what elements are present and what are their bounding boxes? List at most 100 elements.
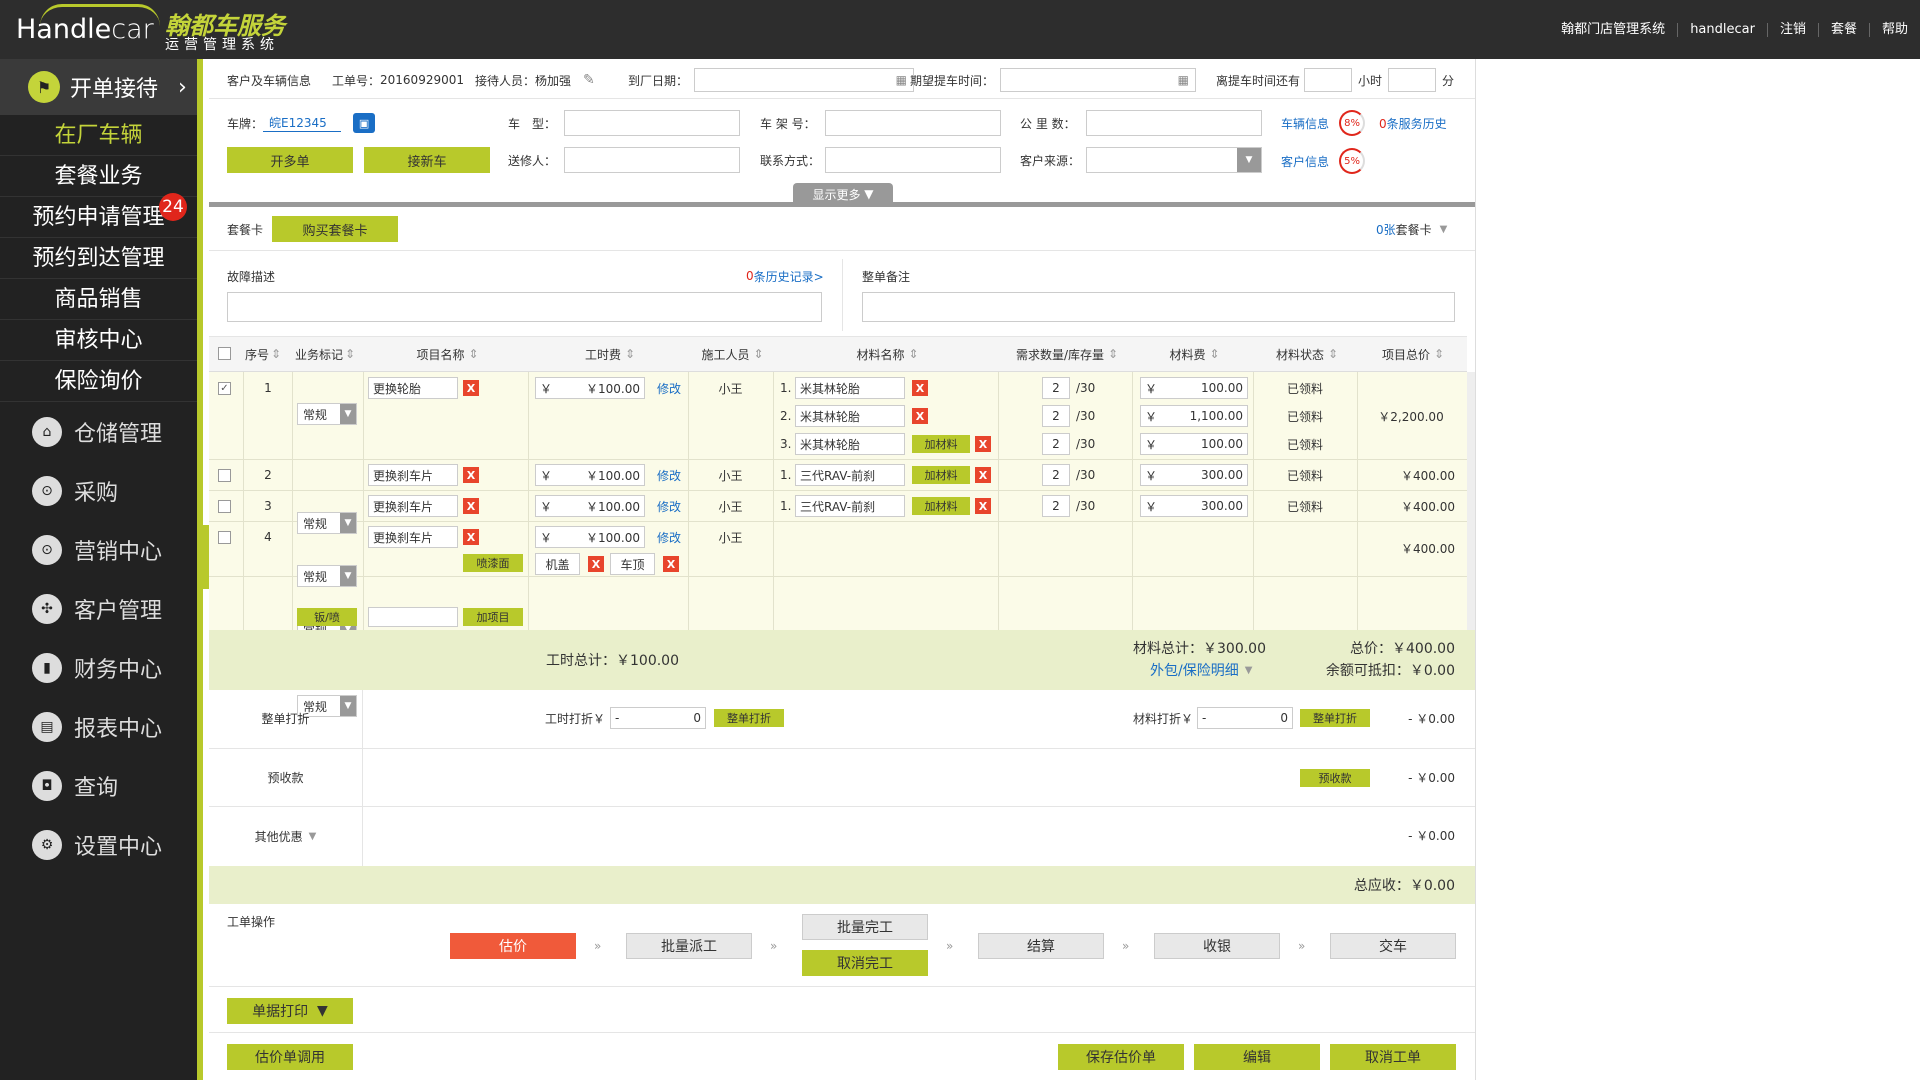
new-item-input[interactable] [368,607,458,627]
mat-fee-input[interactable]: ￥ 1,100.00 [1140,405,1248,427]
row-checkbox[interactable] [218,469,231,482]
mat-name-input[interactable]: 米其林轮胎 [795,405,905,427]
username[interactable]: handlecar [1677,22,1767,37]
fee-input[interactable]: ￥ ￥100.00 [535,464,645,486]
delete-part-button[interactable]: X [663,556,679,572]
cancel-order-button[interactable]: 取消工单 [1330,1044,1456,1070]
sidebar-sub-insurance[interactable]: 保险询价 [0,361,197,402]
sidebar-item-settings[interactable]: ⚙ 设置中心 [0,815,197,874]
col-mat-fee[interactable]: 材料费 ⇕ [1169,347,1220,362]
qty-input[interactable]: 2 [1042,377,1070,399]
paint-part-input[interactable]: 机盖 [535,553,580,575]
sidebar-item-report[interactable]: ▤ 报表中心 [0,697,197,756]
sidebar-sub-appointment[interactable]: 预约申请管理 24 [0,193,197,238]
sidebar-item-query[interactable]: ◘ 查询 [0,756,197,815]
item-name-input[interactable]: 更换刹车片 [368,495,458,517]
arrive-date-input[interactable]: ▦ [694,68,915,92]
sidebar-sub-sales[interactable]: 商品销售 [0,279,197,320]
delete-item-button[interactable]: X [463,467,479,483]
save-estimate-button[interactable]: 保存估价单 [1058,1044,1184,1070]
calendar-icon[interactable]: ▦ [1177,73,1190,87]
logout-link[interactable]: 注销 [1766,22,1818,37]
col-fee[interactable]: 工时费 ⇕ [584,347,636,362]
plate-input[interactable]: 皖E12345 [263,114,342,132]
delete-mat-button[interactable]: X [975,498,991,514]
batch-dispatch-button[interactable]: 批量派工 [626,933,752,959]
note-input[interactable] [862,292,1455,322]
print-button[interactable]: 单据打印 ▼ [227,998,353,1024]
fee-input[interactable]: ￥ ￥100.00 [535,526,645,548]
sidebar-item-purchase[interactable]: ⊙ 采购 [0,461,197,520]
fault-history-link[interactable]: 条历史记录> [753,269,824,284]
select-all-checkbox[interactable] [218,347,231,360]
sidebar-sub-audit[interactable]: 审核中心 [0,320,197,361]
sidebar-item-marketing[interactable]: ⊙ 营销中心 [0,520,197,579]
add-material-button[interactable]: 加材料 [912,466,970,484]
item-name-input[interactable]: 更换轮胎 [368,377,458,399]
package-count[interactable]: 0张 套餐卡 ▼ [1376,222,1448,237]
delete-mat-button[interactable]: X [975,436,991,452]
help-link[interactable]: 帮助 [1868,22,1920,37]
sidebar-head[interactable]: ⚑ 开单接待 › [0,59,197,115]
col-no[interactable]: 序号 ⇕ [245,347,282,362]
delete-item-button[interactable]: X [463,380,479,396]
calendar-icon[interactable]: ▦ [895,73,908,87]
add-item-button[interactable]: 加项目 [463,608,523,626]
col-total[interactable]: 项目总价 ⇕ [1381,347,1445,362]
multi-order-button[interactable]: 开多单 [227,147,353,173]
sender-input[interactable] [564,147,740,173]
buy-package-button[interactable]: 购买套餐卡 [272,216,398,242]
add-material-button[interactable]: 加材料 [912,435,970,453]
edit-fee-link[interactable]: 修改 [657,530,682,545]
sidebar-sub-in-factory[interactable]: 在厂车辆 [0,115,197,156]
settle-button[interactable]: 结算 [978,933,1104,959]
cancel-complete-button[interactable]: 取消完工 [802,950,928,976]
image-icon[interactable]: ▣ [353,113,376,133]
other-discount-toggle[interactable]: 其他优惠 ▼ [254,829,317,844]
mat-name-input[interactable]: 三代RAV-前刹 [795,464,905,486]
source-select[interactable]: ▼ [1086,147,1262,173]
sidebar-item-finance[interactable]: ▮ 财务中心 [0,638,197,697]
show-more-button[interactable]: 显示更多 ▼ [793,183,893,205]
col-worker[interactable]: 施工人员 ⇕ [701,347,764,362]
item-name-input[interactable]: 更换刹车片 [368,464,458,486]
col-qty[interactable]: 需求数量/库存量 ⇕ [1015,347,1119,362]
item-name-input[interactable]: 更换刹车片 [368,526,458,548]
delete-mat-button[interactable]: X [912,380,928,396]
cashier-button[interactable]: 收银 [1154,933,1280,959]
mat-fee-input[interactable]: ￥ 100.00 [1140,377,1248,399]
qty-input[interactable]: 2 [1042,464,1070,486]
col-mat-status[interactable]: 材料状态 ⇕ [1275,347,1339,362]
col-tag[interactable]: 业务标记 ⇕ [295,347,356,362]
service-history-link[interactable]: 条服务历史 [1386,116,1447,131]
customer-info-link[interactable]: 客户信息 [1281,154,1330,169]
tag-select[interactable]: 常规▼ [297,512,357,534]
mat-fee-input[interactable]: ￥ 300.00 [1140,495,1248,517]
qty-input[interactable]: 2 [1042,405,1070,427]
row-checkbox[interactable] [218,531,231,544]
tag-select[interactable]: 常规▼ [297,565,357,587]
edit-fee-link[interactable]: 修改 [657,499,682,514]
row-checkbox[interactable] [218,500,231,513]
labor-discount-input[interactable]: -0 [610,707,706,729]
labor-discount-button[interactable]: 整单打折 [714,709,784,727]
edit-button[interactable]: 编辑 [1194,1044,1320,1070]
model-input[interactable] [564,110,740,136]
delete-item-button[interactable]: X [463,529,479,545]
mat-fee-input[interactable]: ￥ 300.00 [1140,464,1248,486]
expect-date-input[interactable]: ▦ [1000,68,1197,92]
mat-fee-input[interactable]: ￥ 100.00 [1140,433,1248,455]
edit-fee-link[interactable]: 修改 [657,381,682,396]
minute-input[interactable] [1388,68,1437,92]
mat-discount-button[interactable]: 整单打折 [1300,709,1370,727]
mat-discount-input[interactable]: -0 [1197,707,1293,729]
estimate-button[interactable]: 估价 [450,933,576,959]
fault-input[interactable] [227,292,822,322]
fee-input[interactable]: ￥ ￥100.00 [535,377,645,399]
sidebar-sub-package[interactable]: 套餐业务 [0,156,197,197]
col-material[interactable]: 材料名称 ⇕ [856,347,919,362]
delete-item-button[interactable]: X [463,498,479,514]
new-car-button[interactable]: 接新车 [364,147,490,173]
delete-mat-button[interactable]: X [975,467,991,483]
vin-input[interactable] [825,110,1001,136]
